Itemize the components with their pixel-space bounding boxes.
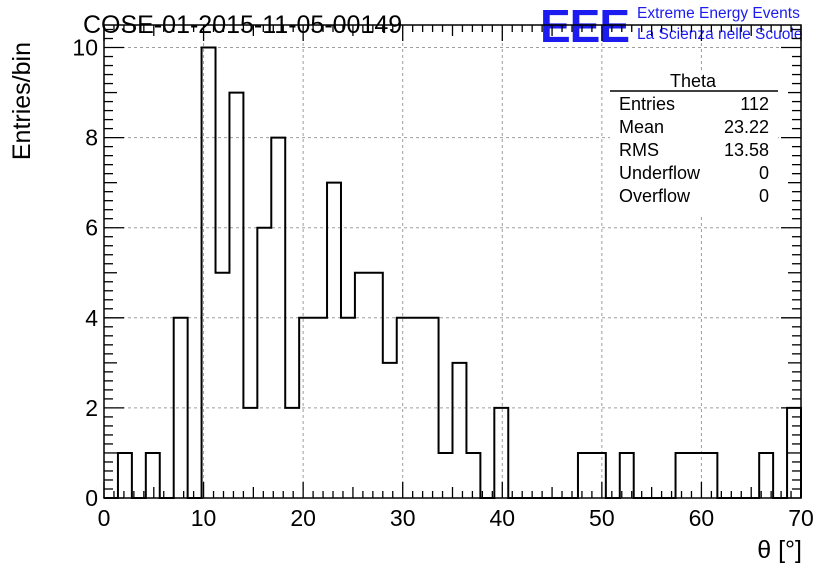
histogram-bin: [383, 363, 397, 498]
histogram-bin: [285, 408, 299, 498]
histogram-bin: [676, 453, 690, 498]
x-tick-label: 20: [290, 505, 316, 531]
histogram-bin: [369, 273, 383, 498]
stats-row-label: RMS: [619, 140, 659, 160]
histogram-bin: [411, 318, 425, 498]
histogram-outline: [104, 46, 802, 499]
stats-rows: Entries 112 Mean 23.22 RMS 13.58 Underflow 0 Ove…: [619, 94, 769, 206]
stats-row-label: Underflow: [619, 163, 701, 183]
histogram-bin: [299, 318, 313, 498]
histogram-bin: [313, 318, 327, 498]
histogram-bin: [327, 183, 341, 498]
stats-row-value: 13.58: [724, 140, 769, 160]
histogram-bin: [341, 318, 355, 498]
histogram-bin: [355, 273, 369, 498]
y-tick-label: 4: [85, 305, 98, 331]
histogram-bin: [146, 453, 160, 498]
y-tick-label: 2: [85, 395, 98, 421]
histogram-bin: [118, 453, 132, 498]
histogram-bin: [271, 138, 285, 498]
histogram-bin: [439, 453, 453, 498]
x-tick-label: 70: [788, 505, 814, 531]
eee-logo-line1: Extreme Energy Events: [637, 5, 800, 22]
histogram-bin: [578, 453, 592, 498]
histogram-bin: [494, 408, 508, 498]
x-tick-label: 10: [191, 505, 217, 531]
histogram-bin: [592, 453, 606, 498]
histogram-bin: [466, 453, 480, 498]
x-tick-label: 40: [489, 505, 515, 531]
histogram-bin: [703, 453, 717, 498]
stats-row-label: Entries: [619, 94, 675, 114]
stats-row-label: Overflow: [619, 186, 691, 206]
x-axis-ticks: 0 10 20 30 40 50 60 70: [98, 25, 814, 531]
y-tick-label: 6: [85, 215, 98, 241]
x-tick-label: 30: [390, 505, 416, 531]
histogram-bin: [425, 318, 439, 498]
stats-row-value: 0: [759, 163, 769, 183]
x-tick-label: 50: [589, 505, 615, 531]
histogram-bin: [453, 363, 467, 498]
histogram-bars: [104, 46, 802, 499]
stats-box-background: [610, 70, 778, 216]
histogram-bin: [216, 273, 230, 498]
histogram-bin: [174, 318, 188, 498]
y-tick-label: 8: [85, 125, 98, 151]
y-axis-label: Entries/bin: [8, 42, 36, 160]
y-tick-label: 0: [85, 485, 98, 511]
x-tick-label: 0: [98, 505, 111, 531]
stats-row-value: 0: [759, 186, 769, 206]
stats-row-value: 112: [740, 94, 769, 114]
stats-box-title: Theta: [670, 71, 717, 91]
histogram-bin: [397, 318, 411, 498]
x-axis-label: θ [°]: [757, 536, 802, 564]
histogram-bin: [202, 48, 216, 498]
histogram-bin: [229, 93, 243, 498]
stats-row-value: 23.22: [724, 117, 769, 137]
y-axis-ticks: 0 2 4 6 8 10: [72, 28, 801, 511]
x-tick-label: 60: [689, 505, 715, 531]
eee-logo-text: EEE: [540, 0, 629, 52]
y-tick-label: 10: [72, 35, 98, 61]
histogram-bin: [243, 408, 257, 498]
stats-box: Theta Entries 112 Mean 23.22 RMS 13.58 Underfl…: [610, 70, 778, 216]
stats-row-label: Mean: [619, 117, 664, 137]
histogram-bin: [257, 228, 271, 498]
